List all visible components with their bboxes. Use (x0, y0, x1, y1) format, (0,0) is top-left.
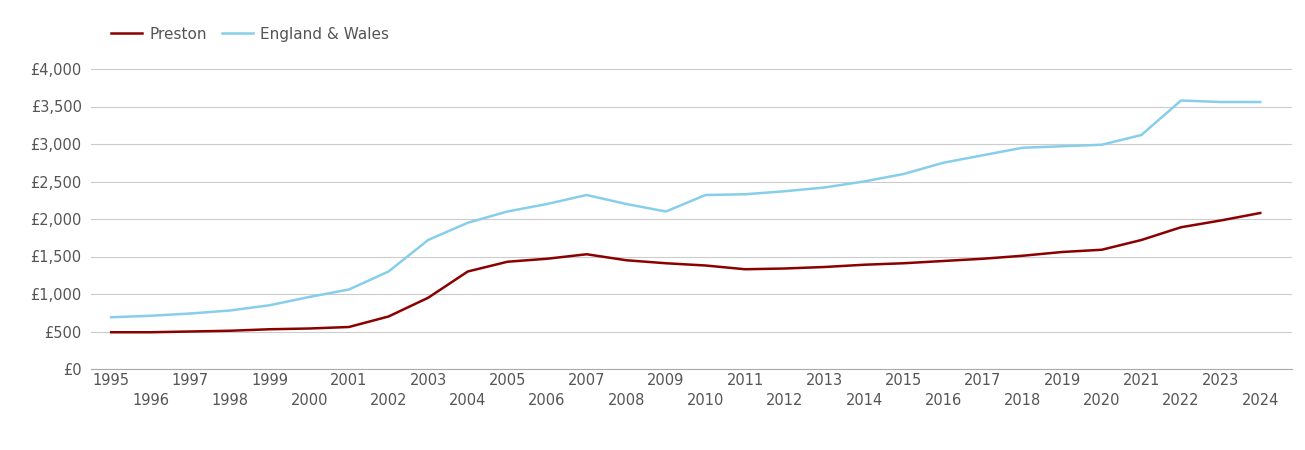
England & Wales (1134, 132, 1150, 138)
Preston (301, 326, 317, 331)
Legend: Preston, England & Wales: Preston, England & Wales (104, 21, 395, 48)
Preston (895, 261, 911, 266)
England & Wales (579, 192, 595, 198)
Preston (341, 324, 356, 330)
Preston (579, 252, 595, 257)
Preston (1173, 225, 1189, 230)
Line: Preston: Preston (111, 213, 1261, 332)
England & Wales (975, 153, 990, 158)
England & Wales (301, 294, 317, 300)
England & Wales (459, 220, 475, 225)
Preston (459, 269, 475, 274)
Preston (936, 258, 951, 264)
England & Wales (737, 192, 753, 197)
Preston (737, 266, 753, 272)
Preston (658, 261, 673, 266)
Preston (856, 262, 872, 267)
England & Wales (1253, 99, 1268, 105)
Preston (1015, 253, 1031, 258)
England & Wales (1015, 145, 1031, 150)
Preston (103, 329, 119, 335)
Preston (144, 329, 159, 335)
England & Wales (619, 201, 634, 207)
England & Wales (698, 192, 714, 198)
Preston (1094, 247, 1109, 252)
England & Wales (776, 189, 792, 194)
England & Wales (103, 315, 119, 320)
Preston (817, 264, 833, 270)
Preston (698, 263, 714, 268)
England & Wales (895, 171, 911, 177)
Preston (420, 295, 436, 301)
England & Wales (183, 311, 198, 316)
England & Wales (144, 313, 159, 319)
Preston (1253, 210, 1268, 216)
Preston (262, 327, 278, 332)
Preston (183, 329, 198, 334)
Preston (500, 259, 515, 265)
Preston (539, 256, 555, 261)
Preston (619, 257, 634, 263)
England & Wales (341, 287, 356, 292)
England & Wales (539, 201, 555, 207)
England & Wales (1212, 99, 1228, 105)
Preston (1134, 237, 1150, 243)
Preston (1212, 218, 1228, 223)
Preston (776, 266, 792, 271)
England & Wales (1173, 98, 1189, 103)
England & Wales (381, 269, 397, 274)
England & Wales (420, 237, 436, 243)
England & Wales (936, 160, 951, 166)
England & Wales (222, 308, 238, 313)
England & Wales (1054, 144, 1070, 149)
Preston (222, 328, 238, 333)
England & Wales (1094, 142, 1109, 148)
England & Wales (658, 209, 673, 214)
Line: England & Wales: England & Wales (111, 100, 1261, 317)
England & Wales (500, 209, 515, 214)
England & Wales (262, 302, 278, 308)
Preston (381, 314, 397, 319)
Preston (1054, 249, 1070, 255)
Preston (975, 256, 990, 261)
England & Wales (856, 179, 872, 184)
England & Wales (817, 185, 833, 190)
